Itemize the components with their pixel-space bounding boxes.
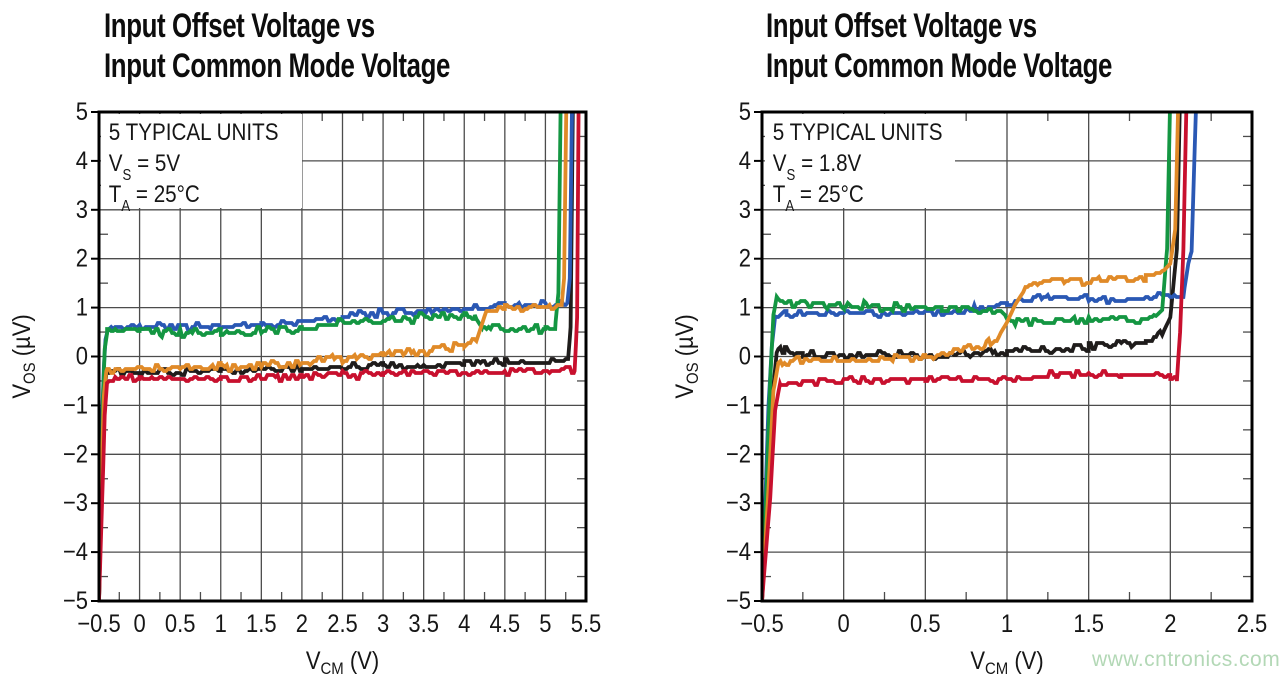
y-tick-label: −1 [63,391,88,419]
y-tick-label: −2 [63,440,88,468]
plot-frame [97,110,588,603]
curves [762,112,1198,601]
x-tick-label: 5 [539,610,551,638]
x-tick-label: 1.5 [1073,610,1104,638]
y-tick-label: 5 [739,98,751,126]
tick-labels: 5 4 3 2 1 0 −1 −2 −3 −4 −5−0.5 0 0.5 1 1.5 2 2.5 [726,98,1267,638]
x-axis-title: VCM (V) [970,647,1043,679]
annotation-temperature: TA = 25°C [772,181,864,215]
plot-area: 5 4 3 2 1 0 −1 −2 −3 −4 −5−0.5 0 0.5 1 1.5 2 2.5 3 3.5 4 4.5… [8,98,602,679]
x-tick-label: −0.5 [77,610,120,638]
x-tick-label: 2 [296,610,308,638]
x-tick-label: 0.5 [165,610,196,638]
series-unit-orange [762,112,1180,601]
chart-title-line1: Input Offset Voltage vs [766,7,1037,45]
chart-title: Input Offset Voltage vs Input Common Mod… [766,6,1112,86]
y-axis-title: VOS (µV) [8,314,40,398]
chart-title: Input Offset Voltage vs Input Common Mod… [104,6,450,86]
y-axis-title: VOS (µV) [671,314,703,398]
curves [99,112,581,601]
x-tick-label: 0.5 [910,610,941,638]
plot-frame [760,110,1254,603]
x-tick-label: 5.5 [571,610,602,638]
chart-title-line2: Input Common Mode Voltage [104,47,451,85]
y-tick-label: 0 [76,342,88,370]
x-tick-label: 0 [838,610,850,638]
x-tick-label: 0 [133,610,145,638]
x-tick-label: 1 [215,610,227,638]
conditions-annotation: 5 TYPICAL UNITS VS = 1.8V TA = 25°C [765,114,955,215]
plot-area: 5 4 3 2 1 0 −1 −2 −3 −4 −5−0.5 0 0.5 1 1.5 2 2.5 VCM (V) V… [671,98,1268,679]
y-tick-label: −1 [726,391,751,419]
x-tick-label: 2 [1164,610,1176,638]
y-tick-label: 1 [76,293,88,321]
series-unit-orange [99,112,569,601]
y-tick-label: −5 [726,587,751,615]
y-tick-label: −4 [63,538,88,566]
y-tick-label: 3 [76,196,88,224]
x-tick-label: 3.5 [408,610,439,638]
y-tick-label: −5 [63,587,88,615]
y-tick-label: 4 [76,147,88,175]
chart-vs-1p8v: Input Offset Voltage vs Input Common Mod… [663,0,1280,680]
y-tick-label: 2 [76,244,88,272]
x-tick-label: 2.5 [327,610,358,638]
x-axis-title: VCM (V) [306,647,379,679]
x-tick-label: 1.5 [246,610,277,638]
y-tick-label: 2 [739,244,751,272]
series-unit-green [762,112,1172,601]
chart-title-line2: Input Common Mode Voltage [766,47,1113,85]
y-tick-label: −3 [63,489,88,517]
svg-text:VCM (V): VCM (V) [970,647,1043,679]
y-tick-label: −4 [726,538,751,566]
x-tick-label: 3 [377,610,389,638]
annotation-supply-voltage: VS = 5V [108,150,181,184]
chart-title-line1: Input Offset Voltage vs [104,7,375,45]
svg-text:VOS (µV): VOS (µV) [8,314,40,398]
y-outer-ticks [91,111,98,602]
annotation-units: 5 TYPICAL UNITS [772,119,943,146]
x-tick-label: 4.5 [490,610,521,638]
conditions-annotation: 5 TYPICAL UNITS VS = 5V TA = 25°C [101,114,302,215]
series-unit-red [99,112,581,601]
y-tick-label: 5 [76,98,88,126]
series-unit-blue [99,112,574,601]
series-unit-green [99,112,563,601]
svg-text:VCM (V): VCM (V) [306,647,379,679]
annotation-units: 5 TYPICAL UNITS [108,119,279,146]
y-outer-ticks [754,111,761,602]
y-tick-label: −2 [726,440,751,468]
y-tick-label: 0 [739,342,751,370]
x-tick-label: 1 [1001,610,1013,638]
y-tick-label: 1 [739,293,751,321]
series-unit-black [99,112,575,601]
y-tick-label: 3 [739,196,751,224]
series-unit-red [762,112,1189,601]
watermark: www.cntronics.com [1092,648,1280,671]
svg-text:VOS (µV): VOS (µV) [671,314,703,398]
tick-labels: 5 4 3 2 1 0 −1 −2 −3 −4 −5−0.5 0 0.5 1 1.5 2 2.5 3 3.5 4 4.5… [63,98,601,638]
y-tick-label: 4 [739,147,751,175]
chart-vs-5v: Input Offset Voltage vs Input Common Mod… [8,6,602,679]
x-tick-label: 2.5 [1237,610,1268,638]
annotation-supply-voltage: VS = 1.8V [772,150,862,184]
series-unit-black [762,112,1182,601]
x-tick-label: 4 [458,610,470,638]
annotation-temperature: TA = 25°C [108,181,200,215]
x-tick-label: −0.5 [740,610,783,638]
y-tick-label: −3 [726,489,751,517]
